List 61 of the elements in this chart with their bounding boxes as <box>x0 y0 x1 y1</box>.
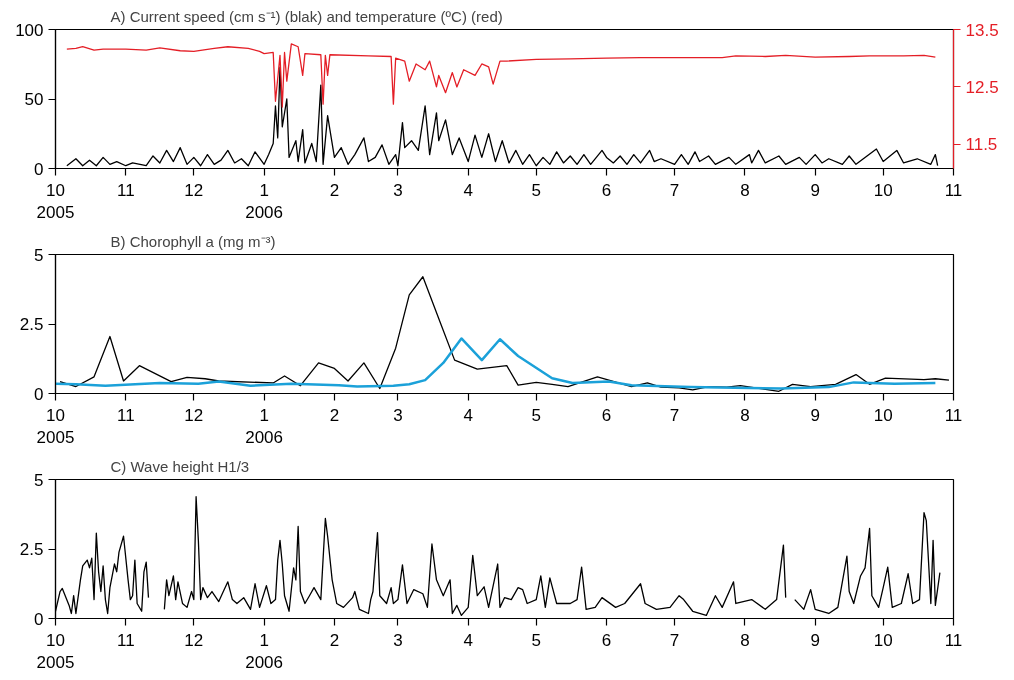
chart-title: C) Wave height H1/3 <box>110 457 250 475</box>
x-tick-label: 10 <box>873 405 893 425</box>
y-tick-label: 5 <box>34 470 44 490</box>
x-tick-label: 4 <box>463 405 473 425</box>
x-tick-label: 10 2005 <box>36 405 75 448</box>
x-tick-label: 6 <box>601 405 612 425</box>
chart-title: B) Chorophyll a (mg m⁻³) <box>110 232 276 250</box>
x-tick-label: 5 <box>531 405 541 425</box>
x-tick-label: 11 <box>116 405 135 425</box>
line-series <box>66 43 937 108</box>
x-tick-label: 11 <box>944 180 963 200</box>
x-tick-label: 5 <box>531 630 541 650</box>
x-tick-label: 1 2006 <box>245 180 284 223</box>
y-tick-label: 5 <box>34 245 44 265</box>
x-tick-label: 1 2006 <box>245 405 284 448</box>
x-tick-label: 4 <box>463 180 473 200</box>
x-tick-label: 3 <box>393 630 403 650</box>
x-tick-label: 3 <box>393 180 403 200</box>
x-tick-label: 7 <box>669 630 680 650</box>
x-tick-label: 11 <box>944 630 963 650</box>
line-series <box>66 66 939 167</box>
x-tick-label: 12 <box>184 630 204 650</box>
x-tick-label: 9 <box>810 630 820 650</box>
chart-title: A) Current speed (cm s⁻¹) (blak) and temperature (ºC) (red) <box>110 7 503 25</box>
x-tick-label: 4 <box>463 630 473 650</box>
y2-tick-label: 11.5 <box>965 135 998 155</box>
x-tick-label: 10 2005 <box>36 180 75 223</box>
y-tick-label: 100 <box>15 20 44 40</box>
x-tick-label: 2 <box>329 630 340 650</box>
y-tick-label: 2.5 <box>19 315 44 334</box>
x-tick-label: 6 <box>601 180 612 200</box>
x-tick-label: 10 2005 <box>36 630 75 673</box>
x-tick-label: 2 <box>329 180 340 200</box>
x-tick-label: 6 <box>601 630 612 650</box>
y-tick-label: 50 <box>24 90 44 109</box>
y-tick-label: 0 <box>34 159 44 179</box>
x-tick-label: 11 <box>116 630 135 650</box>
x-tick-label: 11 <box>116 180 135 200</box>
x-tick-label: 11 <box>944 405 963 425</box>
x-tick-label: 1 2006 <box>245 630 284 673</box>
y-tick-label: 0 <box>34 384 44 404</box>
x-tick-label: 10 <box>873 630 893 650</box>
x-tick-label: 8 <box>740 180 750 200</box>
x-tick-label: 9 <box>810 405 820 425</box>
x-tick-label: 10 <box>873 180 893 200</box>
x-tick-label: 8 <box>740 630 750 650</box>
line-series <box>59 276 950 392</box>
x-tick-label: 12 <box>184 180 204 200</box>
x-tick-label: 7 <box>669 180 680 200</box>
x-tick-label: 9 <box>810 180 820 200</box>
y2-tick-label: 12.5 <box>965 77 999 97</box>
x-tick-label: 8 <box>740 405 750 425</box>
x-tick-label: 2 <box>329 405 340 425</box>
y2-tick-label: 13.5 <box>965 20 999 40</box>
x-tick-label: 5 <box>531 180 541 200</box>
x-tick-label: 12 <box>184 405 204 425</box>
line-series <box>55 337 937 390</box>
x-tick-label: 7 <box>669 405 680 425</box>
x-tick-label: 3 <box>393 405 403 425</box>
y-tick-label: 2.5 <box>19 540 44 559</box>
y-tick-label: 0 <box>34 609 44 629</box>
